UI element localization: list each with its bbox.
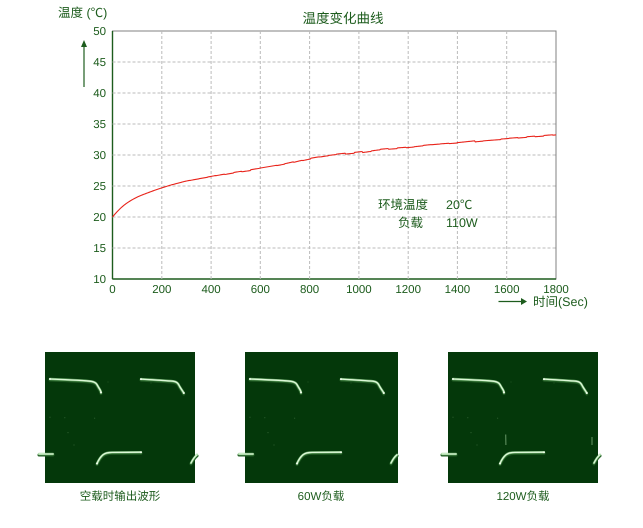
svg-text:1400: 1400 (445, 284, 471, 296)
svg-text:110W: 110W (446, 216, 478, 230)
svg-text:时间(Sec): 时间(Sec) (533, 295, 588, 309)
svg-text:60W负载: 60W负载 (298, 490, 345, 503)
svg-text:空载时输出波形: 空载时输出波形 (80, 490, 161, 503)
svg-text:20℃: 20℃ (446, 198, 472, 212)
svg-text:15: 15 (93, 243, 106, 255)
svg-text:50: 50 (93, 26, 106, 38)
svg-text:0: 0 (109, 284, 115, 296)
svg-text:负载: 负载 (398, 216, 424, 230)
svg-text:1600: 1600 (494, 284, 520, 296)
svg-text:1000: 1000 (346, 284, 372, 296)
svg-text:25: 25 (93, 181, 106, 193)
svg-text:200: 200 (152, 284, 171, 296)
svg-text:30: 30 (93, 150, 106, 162)
svg-text:35: 35 (93, 119, 106, 131)
svg-text:45: 45 (93, 57, 106, 69)
svg-text:温度 (℃): 温度 (℃) (58, 6, 107, 20)
svg-text:800: 800 (300, 284, 319, 296)
svg-text:环境温度: 环境温度 (378, 198, 429, 212)
svg-text:温度变化曲线: 温度变化曲线 (303, 11, 384, 26)
svg-text:400: 400 (202, 284, 221, 296)
svg-text:20: 20 (93, 212, 106, 224)
svg-text:40: 40 (93, 88, 106, 100)
svg-text:600: 600 (251, 284, 270, 296)
svg-text:1200: 1200 (395, 284, 421, 296)
svg-text:10: 10 (93, 274, 106, 286)
svg-text:120W负载: 120W负载 (496, 490, 550, 503)
